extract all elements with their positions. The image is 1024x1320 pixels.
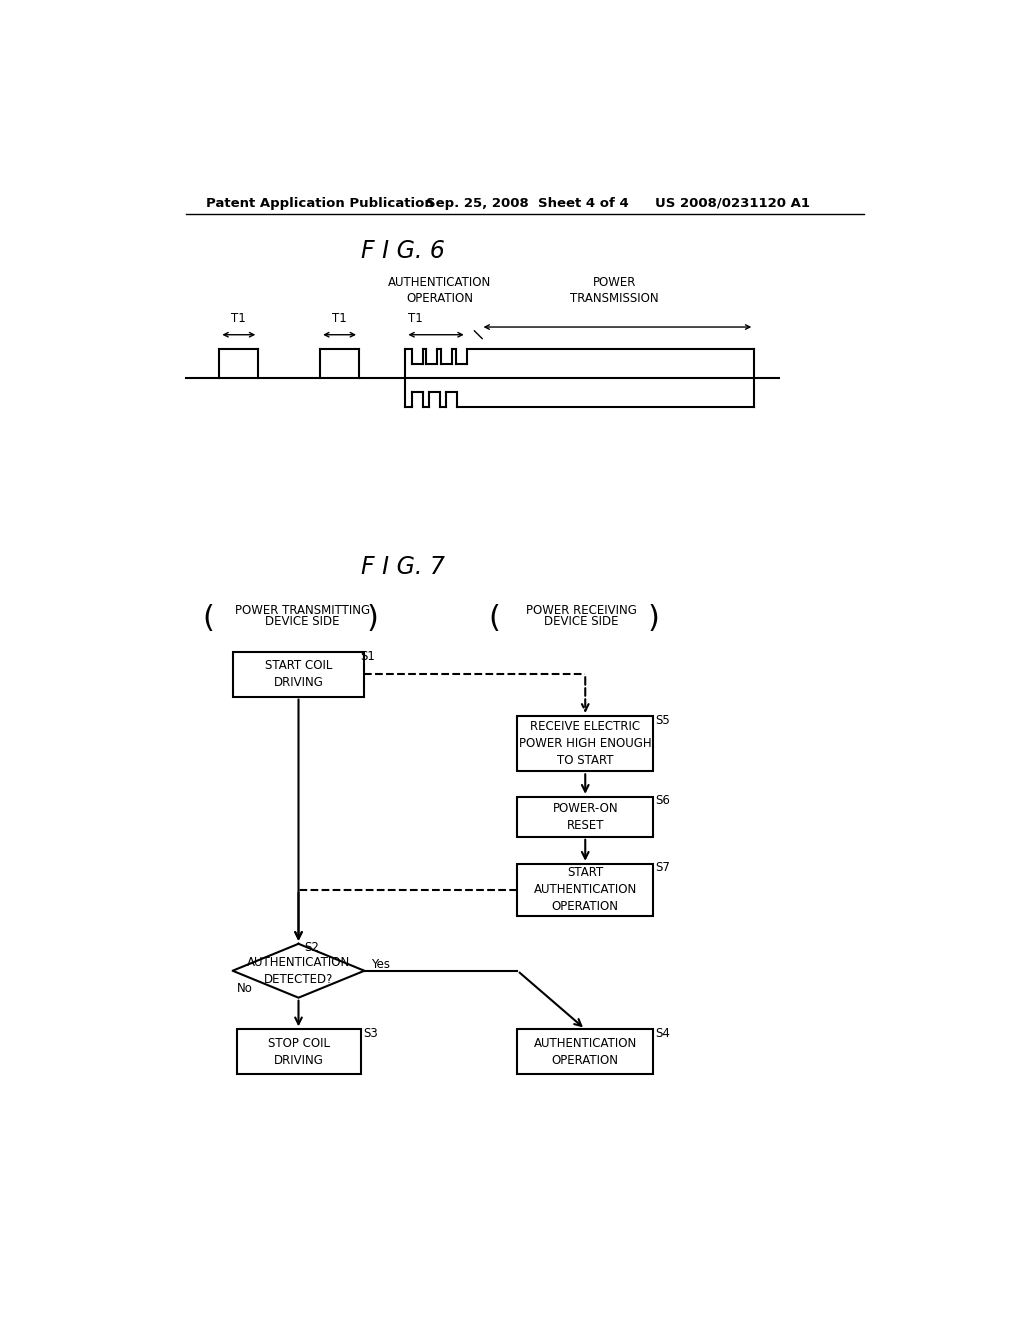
Text: S3: S3 xyxy=(362,1027,378,1040)
Text: S2: S2 xyxy=(305,941,319,954)
Text: START
AUTHENTICATION
OPERATION: START AUTHENTICATION OPERATION xyxy=(534,866,637,913)
Bar xyxy=(237,1030,360,1074)
Text: S6: S6 xyxy=(655,795,671,808)
Text: DEVICE SIDE: DEVICE SIDE xyxy=(544,615,618,628)
Bar xyxy=(232,652,365,697)
Text: Patent Application Publication: Patent Application Publication xyxy=(206,197,433,210)
Bar xyxy=(517,715,653,771)
Bar xyxy=(517,863,653,916)
Text: S4: S4 xyxy=(655,1027,671,1040)
Text: T1: T1 xyxy=(231,313,246,326)
Text: POWER
TRANSMISSION: POWER TRANSMISSION xyxy=(570,276,658,305)
Text: S1: S1 xyxy=(360,649,376,663)
Text: POWER RECEIVING: POWER RECEIVING xyxy=(526,603,637,616)
Text: Sep. 25, 2008  Sheet 4 of 4: Sep. 25, 2008 Sheet 4 of 4 xyxy=(426,197,629,210)
Text: AUTHENTICATION
OPERATION: AUTHENTICATION OPERATION xyxy=(534,1036,637,1067)
Text: F I G. 7: F I G. 7 xyxy=(361,554,445,578)
Text: AUTHENTICATION
OPERATION: AUTHENTICATION OPERATION xyxy=(388,276,492,305)
Text: F I G. 6: F I G. 6 xyxy=(361,239,445,263)
Text: T1: T1 xyxy=(332,313,347,326)
Text: AUTHENTICATION
DETECTED?: AUTHENTICATION DETECTED? xyxy=(247,956,350,986)
Text: DEVICE SIDE: DEVICE SIDE xyxy=(265,615,340,628)
Text: POWER-ON
RESET: POWER-ON RESET xyxy=(552,801,618,832)
Text: Yes: Yes xyxy=(371,958,389,972)
Text: RECEIVE ELECTRIC
POWER HIGH ENOUGH
TO START: RECEIVE ELECTRIC POWER HIGH ENOUGH TO ST… xyxy=(519,721,651,767)
Text: STOP COIL
DRIVING: STOP COIL DRIVING xyxy=(267,1036,330,1067)
Text: POWER TRANSMITTING: POWER TRANSMITTING xyxy=(234,603,370,616)
Text: START COIL
DRIVING: START COIL DRIVING xyxy=(265,659,332,689)
Text: ): ) xyxy=(647,605,659,634)
Text: US 2008/0231120 A1: US 2008/0231120 A1 xyxy=(655,197,810,210)
Text: S5: S5 xyxy=(655,714,670,726)
Text: T1: T1 xyxy=(408,313,423,326)
Text: (: ( xyxy=(202,605,214,634)
Text: (: ( xyxy=(488,605,501,634)
Text: No: No xyxy=(237,982,252,995)
Text: ): ) xyxy=(367,605,378,634)
Text: S7: S7 xyxy=(655,862,671,874)
Bar xyxy=(517,797,653,837)
Polygon shape xyxy=(232,944,365,998)
Bar xyxy=(517,1030,653,1074)
